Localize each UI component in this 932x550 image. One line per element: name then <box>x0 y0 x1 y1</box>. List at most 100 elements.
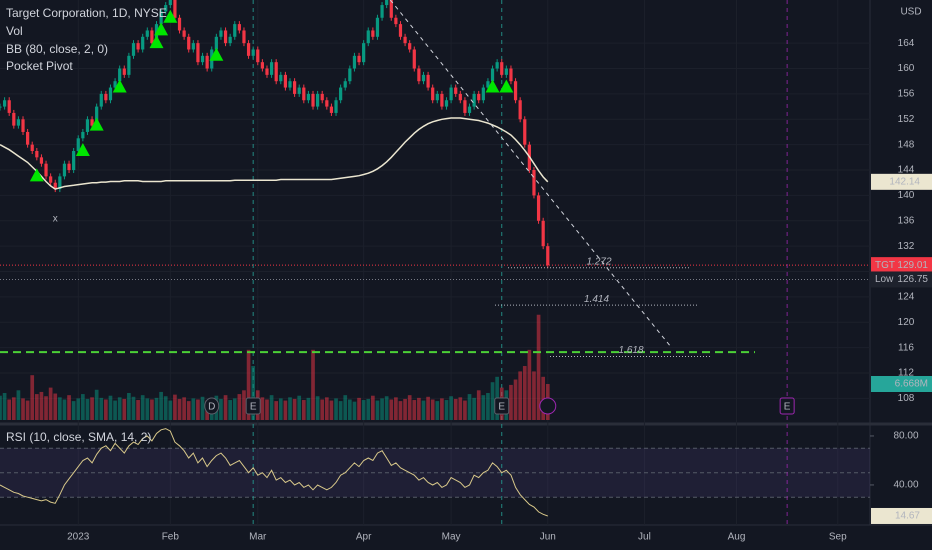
volume-tag-text: 6.668M <box>895 379 928 390</box>
candle-body <box>127 55 131 75</box>
y-tick-label: 124 <box>898 292 915 303</box>
volume-bar <box>232 398 237 420</box>
candle-body <box>242 30 246 44</box>
rsi-tag-text: 14.67 <box>895 511 920 522</box>
candle-body <box>389 0 393 18</box>
candle-body <box>2 100 7 107</box>
volume-bar <box>44 396 48 420</box>
volume-bar <box>518 371 522 420</box>
volume-bar <box>163 396 168 420</box>
candle-body <box>136 43 140 50</box>
volume-bar <box>357 397 361 420</box>
volume-bar <box>39 391 44 420</box>
volume-bar <box>228 400 232 420</box>
candle-body <box>458 93 462 101</box>
volume-bar <box>150 399 154 420</box>
volume-bar <box>449 396 453 420</box>
fib-label: 1.272 <box>586 256 611 267</box>
volume-bar <box>196 399 200 420</box>
candle-body <box>191 43 195 50</box>
candle-body <box>269 62 274 75</box>
volume-bar <box>159 391 163 420</box>
volume-bar <box>283 400 288 420</box>
candle-body <box>67 163 71 171</box>
volume-bar <box>177 398 182 420</box>
volume-bar <box>288 397 292 420</box>
volume-bar <box>122 398 127 420</box>
event-label: E <box>498 402 505 413</box>
candle-body <box>196 43 200 63</box>
volume-bar <box>458 397 463 420</box>
x-tick-label: Sep <box>829 532 847 543</box>
price-tag-text: 129.01 <box>897 260 928 271</box>
x-tick-label: May <box>442 532 461 543</box>
candle-body <box>279 74 283 82</box>
volume-bar <box>58 397 62 420</box>
volume-bar <box>315 396 320 420</box>
candle-body <box>490 68 495 82</box>
volume-bar <box>440 398 444 420</box>
event-label: E <box>250 402 257 413</box>
event-label: E <box>784 402 791 413</box>
volume-bar <box>62 399 67 420</box>
candle-body <box>274 62 278 82</box>
volume-bar <box>81 394 85 420</box>
candle-body <box>316 93 320 107</box>
y-tick-label: 160 <box>898 63 915 74</box>
candle-body <box>325 100 329 107</box>
candle-body <box>90 119 94 126</box>
volume-bar <box>53 393 58 420</box>
bb-tag-text: 142.14 <box>889 176 920 187</box>
candle-body <box>113 81 117 88</box>
candle-body <box>536 195 541 221</box>
candle-body <box>546 246 550 266</box>
candle-body <box>256 49 260 63</box>
event-badge <box>204 397 220 415</box>
candle-body <box>435 93 439 101</box>
volume-bar <box>541 376 546 420</box>
volume-bar <box>269 395 274 420</box>
volume-bar <box>173 394 177 420</box>
price-tag-text: TGT <box>875 260 895 271</box>
y-tick-label: 164 <box>898 38 915 49</box>
volume-bar <box>191 398 196 420</box>
volume-bar <box>67 395 71 420</box>
volume-bar <box>16 390 21 420</box>
candle-body <box>7 100 11 113</box>
y-tick-label: 156 <box>898 89 915 100</box>
event-badge <box>779 397 795 415</box>
candle-body <box>53 182 57 190</box>
candle-body <box>35 150 39 158</box>
volume-bar <box>117 397 122 420</box>
candle-body <box>463 100 467 113</box>
volume-bar <box>532 371 536 420</box>
volume-bar <box>486 393 490 420</box>
volume-bar <box>453 398 458 420</box>
volume-bar <box>398 401 403 420</box>
candle-body <box>72 150 76 171</box>
candle-body <box>449 87 453 101</box>
bb-line <box>0 117 549 190</box>
volume-bar <box>182 397 186 420</box>
volume-bar <box>403 398 407 420</box>
volume-bar <box>366 398 371 420</box>
volume-bar <box>251 366 256 420</box>
candle-body <box>348 68 352 82</box>
candle-body <box>131 43 136 56</box>
candle-body <box>352 55 357 69</box>
candle-body <box>150 30 154 44</box>
candle-body <box>454 87 458 94</box>
candle-body <box>385 0 389 6</box>
volume-bar <box>476 390 481 420</box>
candle-body <box>118 68 122 82</box>
volume-bar <box>348 399 352 420</box>
candle-body <box>412 49 416 69</box>
candle-body <box>283 74 288 88</box>
candle-body <box>371 30 375 37</box>
candle-body <box>223 30 228 44</box>
candle-body <box>408 43 412 50</box>
volume-bar <box>25 400 30 420</box>
candle-body <box>541 220 545 247</box>
volume-bar <box>338 401 343 420</box>
y-tick-label: 152 <box>898 114 915 125</box>
